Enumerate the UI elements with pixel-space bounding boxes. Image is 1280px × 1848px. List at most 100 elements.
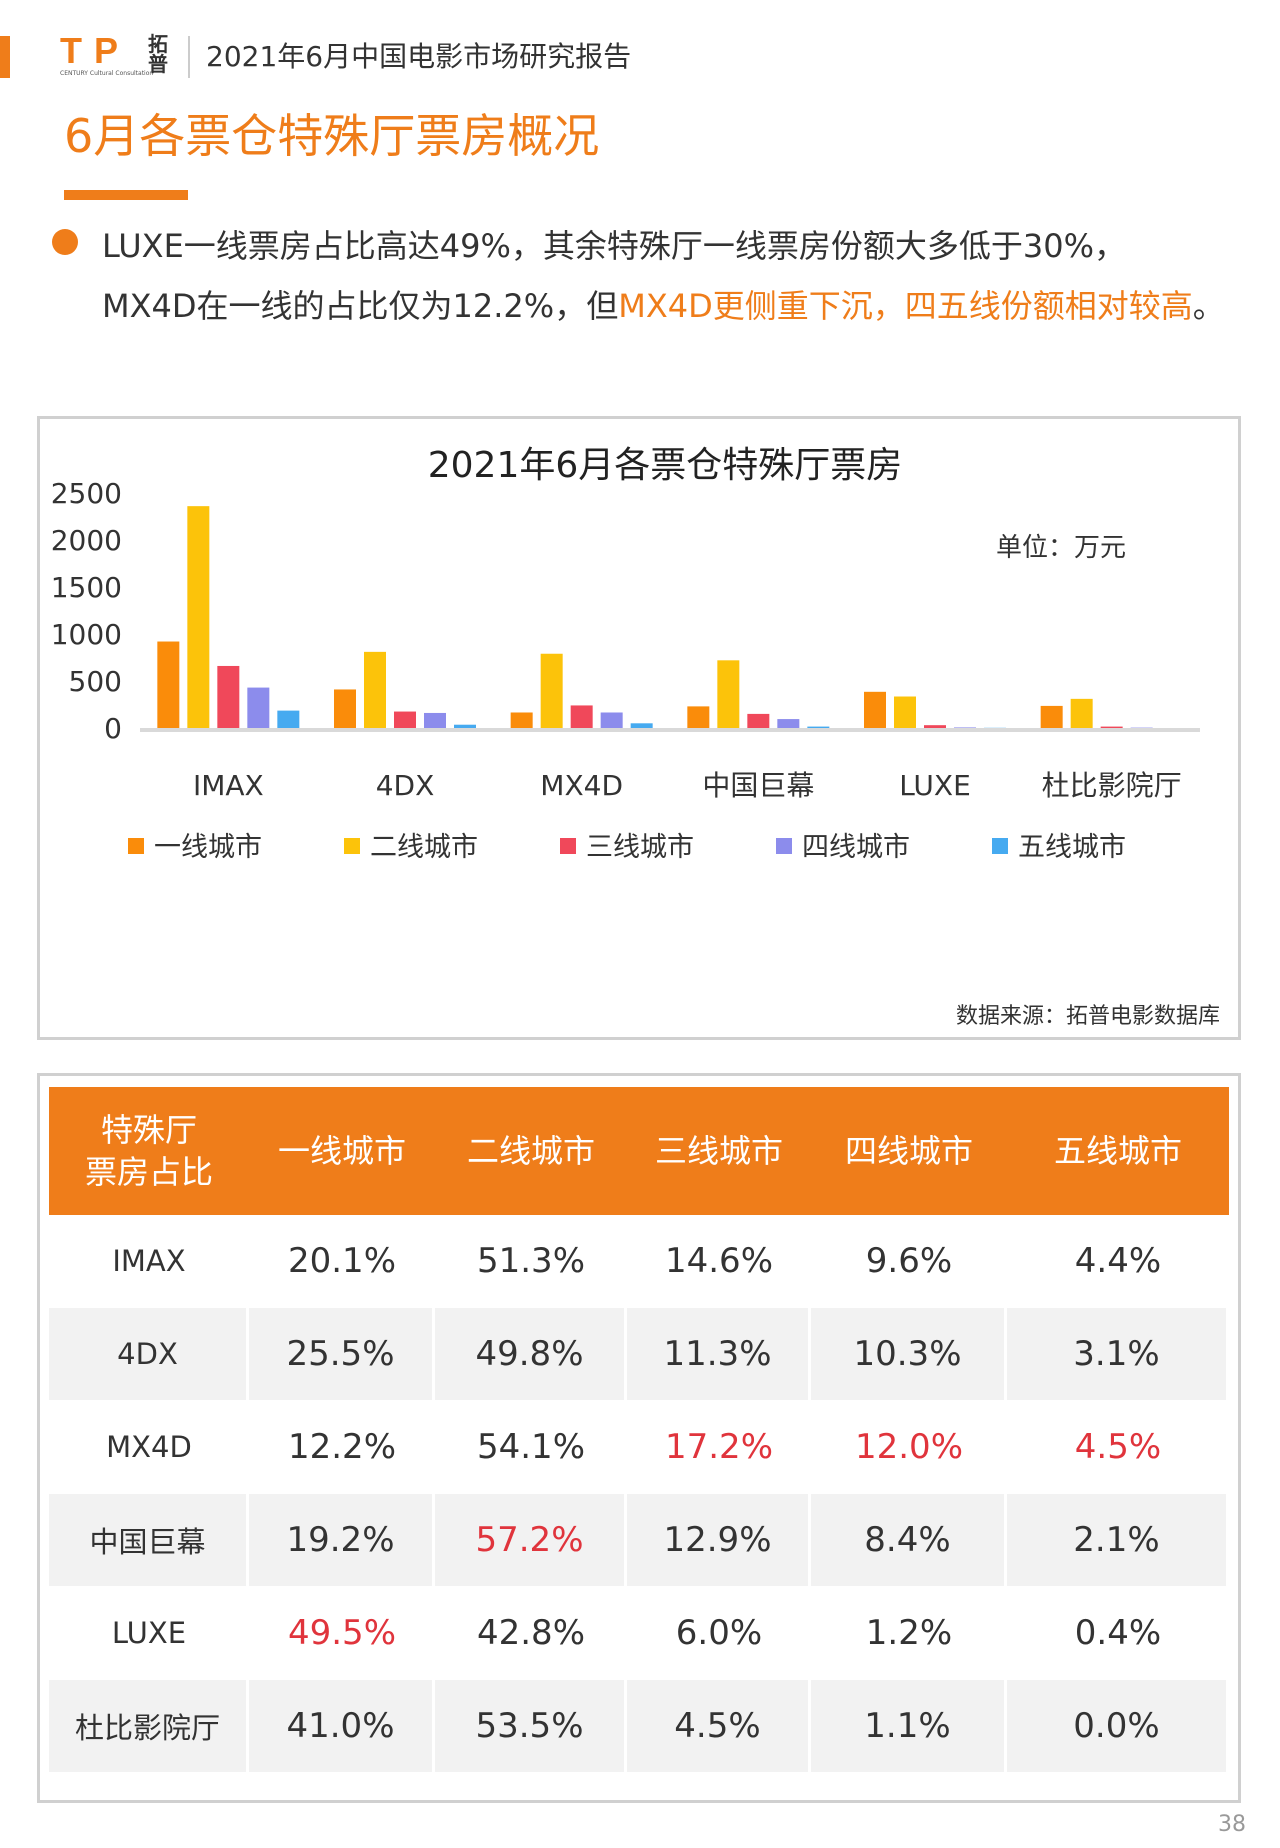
bar-5 bbox=[277, 710, 300, 728]
table-cell: 12.9% bbox=[627, 1494, 811, 1586]
y-axis: 0 500 1000 1500 2000 2500 bbox=[51, 477, 122, 745]
table-row: 杜比影院厅 41.0% 53.5% 4.5% 1.1% 0.0% bbox=[49, 1680, 1229, 1772]
table-row: 4DX 25.5% 49.8% 11.3% 10.3% 3.1% bbox=[49, 1308, 1229, 1400]
table-cell: 8.4% bbox=[811, 1494, 1007, 1586]
summary-line-2-end: 。 bbox=[1192, 287, 1225, 325]
table-cell: 4.5% bbox=[627, 1680, 811, 1772]
column-header: 五线城市 bbox=[1053, 1132, 1182, 1170]
bar-2 bbox=[1070, 698, 1093, 728]
bar-2 bbox=[187, 506, 210, 728]
table-cell: 0.0% bbox=[1007, 1680, 1229, 1772]
summary-line-2: MX4D在一线的占比仅为12.2%，但MX4D更侧重下沉，四五线份额相对较高。 bbox=[102, 276, 1262, 336]
bar-4 bbox=[954, 727, 976, 728]
chart-source: 数据来源：拓普电影数据库 bbox=[956, 1004, 1220, 1029]
row-label: LUXE bbox=[111, 1616, 187, 1650]
bar-1 bbox=[1040, 705, 1063, 728]
column-header: 一线城市 bbox=[277, 1132, 406, 1170]
table-cell: 49.5% bbox=[287, 1613, 396, 1653]
legend-label: 四线城市 bbox=[802, 832, 910, 863]
x-category-label: MX4D bbox=[540, 769, 623, 802]
y-tick-label: 1500 bbox=[51, 571, 122, 604]
bar-2 bbox=[540, 653, 563, 728]
y-tick-label: 1000 bbox=[51, 618, 122, 651]
table-row: LUXE 49.5% 42.8% 6.0% 1.2% 0.4% bbox=[49, 1587, 1229, 1679]
heading-underline bbox=[64, 190, 188, 200]
table-cell: 12.2% bbox=[287, 1427, 396, 1467]
y-tick-label: 2500 bbox=[51, 477, 122, 510]
table-cell: 53.5% bbox=[435, 1680, 627, 1772]
legend-label: 一线城市 bbox=[154, 832, 262, 863]
table-cell: 9.6% bbox=[865, 1241, 953, 1281]
chart-title: 2021年6月各票仓特殊厅票房 bbox=[428, 445, 903, 486]
legend-swatch bbox=[992, 838, 1008, 854]
table-cell: 20.1% bbox=[287, 1241, 396, 1281]
logo-chinese: 拓普 bbox=[148, 32, 168, 76]
bar-3 bbox=[747, 713, 770, 728]
legend-swatch bbox=[128, 838, 144, 854]
bar-1 bbox=[510, 712, 533, 728]
table-cell: 25.5% bbox=[249, 1308, 435, 1400]
bar-chart: 2021年6月各票仓特殊厅票房 单位：万元 数据来源：拓普电影数据库 0 500 1… bbox=[51, 445, 1220, 1029]
legend-label: 五线城市 bbox=[1018, 832, 1126, 863]
table-cell: 6.0% bbox=[675, 1613, 763, 1653]
x-axis: IMAX 4DX MX4D 中国巨幕 LUXE 杜比影院厅 bbox=[193, 769, 1182, 802]
table-corner-label: 特殊厅 票房占比 bbox=[49, 1087, 249, 1215]
bar-2 bbox=[364, 651, 386, 728]
bar-chart-panel: 2021年6月各票仓特殊厅票房 单位：万元 数据来源：拓普电影数据库 0 500 1… bbox=[37, 416, 1241, 1040]
table-row: 中国巨幕 19.2% 57.2% 12.9% 8.4% 2.1% bbox=[49, 1494, 1229, 1586]
legend-swatch bbox=[560, 838, 576, 854]
table-cell: 57.2% bbox=[435, 1494, 627, 1586]
bar-2 bbox=[717, 660, 740, 728]
bar-3 bbox=[1100, 726, 1123, 728]
table-cell: 0.4% bbox=[1074, 1613, 1162, 1653]
logo-wordmark: T P bbox=[60, 30, 120, 71]
y-tick-label: 2000 bbox=[51, 524, 122, 557]
legend-label: 二线城市 bbox=[370, 832, 478, 863]
row-label: MX4D bbox=[106, 1430, 192, 1464]
bar-1 bbox=[334, 689, 356, 728]
table-cell: 12.0% bbox=[854, 1427, 963, 1467]
row-label: 杜比影院厅 bbox=[49, 1680, 249, 1772]
corner-label-line-1: 特殊厅 bbox=[100, 1111, 197, 1149]
bullet-icon bbox=[52, 229, 78, 255]
bar-4 bbox=[600, 712, 623, 728]
x-category-label: 杜比影院厅 bbox=[1042, 769, 1182, 802]
legend-swatch bbox=[776, 838, 792, 854]
table-cell: 54.1% bbox=[476, 1427, 585, 1467]
report-title: 2021年6月中国电影市场研究报告 bbox=[206, 40, 632, 73]
chart-legend: 一线城市 二线城市 三线城市 四线城市 五线城市 bbox=[128, 832, 1126, 863]
row-label: 4DX bbox=[49, 1308, 249, 1400]
summary-text: LUXE一线票房占比高达49%，其余特殊厅一线票房份额大多低于30%， MX4D… bbox=[102, 216, 1262, 336]
row-label: 中国巨幕 bbox=[49, 1494, 249, 1586]
column-header: 三线城市 bbox=[654, 1132, 783, 1170]
table-cell: 19.2% bbox=[249, 1494, 435, 1586]
table-cell: 51.3% bbox=[476, 1241, 585, 1281]
bar-3 bbox=[217, 665, 240, 728]
x-category-label: IMAX bbox=[193, 769, 264, 802]
share-table-header: 特殊厅 票房占比 一线城市 二线城市 三线城市 四线城市 五线城市 bbox=[49, 1087, 1229, 1215]
bar-3 bbox=[570, 705, 593, 728]
x-category-label: LUXE bbox=[899, 769, 971, 802]
page-heading: 6月各票仓特殊厅票房概况 bbox=[64, 109, 600, 163]
bar-4 bbox=[777, 719, 800, 728]
summary-highlight: MX4D更侧重下沉，四五线份额相对较高 bbox=[618, 287, 1193, 325]
share-table-panel: 特殊厅 票房占比 一线城市 二线城市 三线城市 四线城市 五线城市 IMAX 20.1% 5… bbox=[37, 1073, 1241, 1803]
y-tick-label: 500 bbox=[69, 665, 122, 698]
summary-line-2-plain: MX4D在一线的占比仅为12.2%，但 bbox=[102, 287, 619, 325]
bar-5 bbox=[630, 723, 653, 728]
bar-2 bbox=[894, 696, 916, 728]
company-logo: T P CENTURY Cultural Consultation 拓普 bbox=[60, 30, 186, 82]
table-cell: 2.1% bbox=[1007, 1494, 1229, 1586]
table-cell: 17.2% bbox=[664, 1427, 773, 1467]
bar-4 bbox=[424, 712, 446, 728]
table-cell: 3.1% bbox=[1007, 1308, 1229, 1400]
table-cell: 4.4% bbox=[1074, 1241, 1162, 1281]
header-divider bbox=[188, 36, 190, 78]
table-cell: 14.6% bbox=[664, 1241, 773, 1281]
page-number: 38 bbox=[1218, 1812, 1246, 1837]
legend-swatch bbox=[344, 838, 360, 854]
table-cell: 1.2% bbox=[865, 1613, 953, 1653]
table-cell: 41.0% bbox=[249, 1680, 435, 1772]
bar-3 bbox=[924, 725, 946, 728]
x-category-label: 4DX bbox=[376, 769, 435, 802]
